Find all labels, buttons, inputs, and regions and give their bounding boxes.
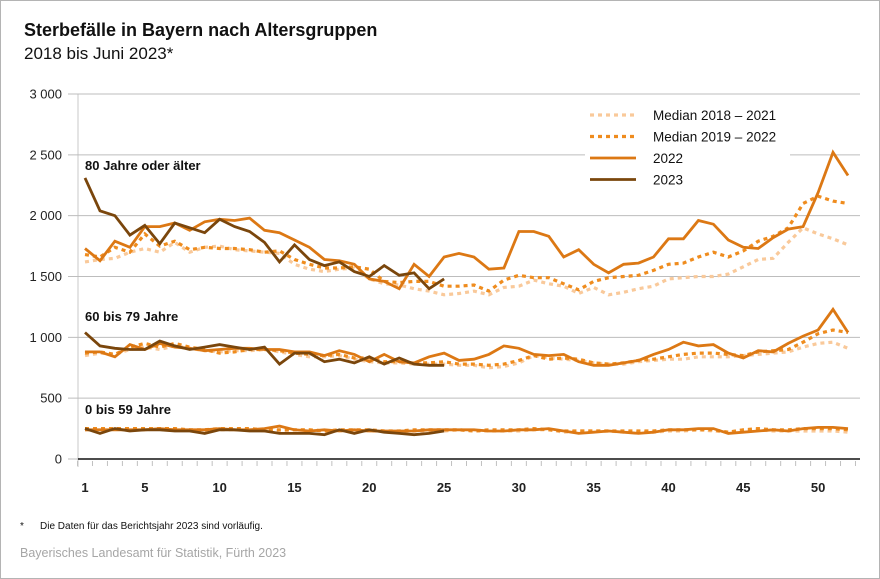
y-tick-label: 2 000 (29, 208, 62, 223)
group-label: 80 Jahre oder älter (85, 158, 201, 173)
series-y2023-60-bis-79-jahre (84, 331, 445, 367)
y-tick-label: 500 (40, 391, 62, 406)
x-axis: 1 5 10 15 20 25 30 35 40 45 50 (77, 458, 860, 495)
x-tick-label: 1 (81, 480, 88, 495)
legend-background (585, 100, 790, 192)
x-tick-label: 45 (736, 480, 750, 495)
x-tick-label: 40 (661, 480, 675, 495)
chart-subtitle: 2018 bis Juni 2023* (24, 44, 174, 63)
x-tick-label: 20 (362, 480, 376, 495)
y-axis: 0 500 1 000 1 500 2 000 2 500 3 000 (29, 87, 62, 467)
group-label: 60 bis 79 Jahre (85, 309, 178, 324)
group-label: 0 bis 59 Jahre (85, 402, 171, 417)
series-y2023-0-bis-59-jahre (84, 427, 445, 437)
y-tick-label: 1 000 (29, 330, 62, 345)
y-tick-label: 1 500 (29, 269, 62, 284)
series-y2022-0-bis-59-jahre (85, 424, 849, 435)
series-median_2019_2022-80-jahre-oder-lter (84, 194, 849, 293)
legend-label-median_2019_2022: Median 2019 – 2022 (653, 130, 776, 145)
gridlines (68, 93, 860, 467)
legend-label-y2023: 2023 (653, 173, 683, 188)
group-labels: 80 Jahre oder älter 60 bis 79 Jahre 0 bis … (85, 158, 201, 417)
x-tick-label: 35 (586, 480, 600, 495)
series-lines (83, 149, 850, 437)
series-y2022-60-bis-79-jahre (85, 306, 850, 367)
series-y2023-80-jahre-oder-lter (83, 177, 445, 291)
x-tick-label: 15 (287, 480, 301, 495)
footnote-marker: * (20, 521, 24, 532)
source-credit: Bayerisches Landesamt für Statistik, Für… (20, 546, 287, 560)
x-tick-label: 25 (437, 480, 451, 495)
x-tick-label: 10 (212, 480, 226, 495)
legend-label-y2022: 2022 (653, 151, 683, 166)
legend-label-median_2018_2021: Median 2018 – 2021 (653, 108, 776, 123)
x-tick-label: 50 (811, 480, 825, 495)
footnote-text: Die Daten für das Berichtsjahr 2023 sind… (40, 521, 263, 532)
y-tick-label: 2 500 (29, 147, 62, 162)
y-tick-label: 0 (55, 452, 62, 467)
chart-title: Sterbefälle in Bayern nach Altersgruppen (24, 20, 378, 40)
x-tick-label: 5 (141, 480, 148, 495)
y-tick-label: 3 000 (29, 87, 62, 102)
footnote: * Die Daten für das Berichtsjahr 2023 sin… (20, 521, 263, 532)
x-tick-label: 30 (512, 480, 526, 495)
legend: Median 2018 – 2021 Median 2019 – 2022 2022… (585, 100, 790, 192)
series-y2022-80-jahre-oder-lter (84, 149, 850, 291)
